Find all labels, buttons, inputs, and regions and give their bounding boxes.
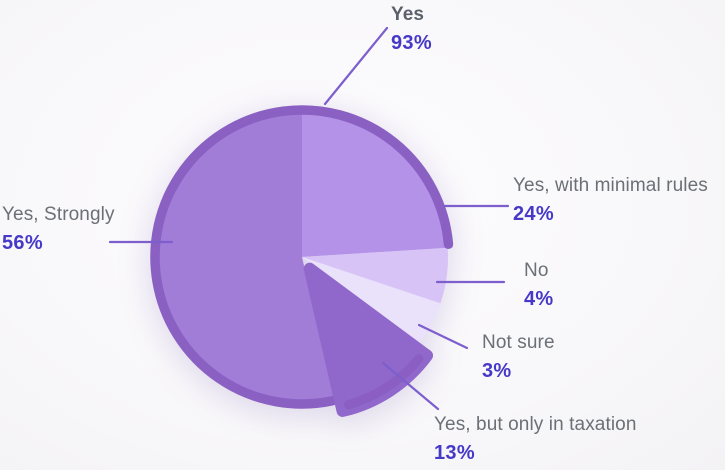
callout-no: No 4% bbox=[524, 260, 554, 310]
rim-yes-group bbox=[150, 105, 454, 409]
callout-yes-label: Yes bbox=[391, 4, 425, 25]
slice-not-sure bbox=[302, 257, 441, 344]
leader-not-sure bbox=[417, 323, 469, 350]
callout-strongly-label: Yes, Strongly bbox=[2, 204, 115, 225]
callout-taxation-value: 13% bbox=[434, 442, 475, 464]
callout-yes-but-only-in-taxation: Yes, but only in taxation 13% bbox=[434, 414, 637, 464]
leader-yes bbox=[323, 26, 389, 106]
callout-yes-with-minimal-rules: Yes, with minimal rules 24% bbox=[513, 175, 708, 225]
callout-minimal-label: Yes, with minimal rules bbox=[513, 175, 708, 196]
slice-yes-strongly bbox=[151, 106, 336, 408]
slice-no bbox=[302, 247, 448, 304]
callout-yes-value: 93% bbox=[391, 32, 432, 54]
callout-not-sure-value: 3% bbox=[482, 360, 512, 382]
callout-taxation-label: Yes, but only in taxation bbox=[434, 414, 637, 435]
slice-yes-with-minimal-rules bbox=[302, 106, 453, 257]
callout-yes: Yes 93% bbox=[391, 4, 432, 54]
callout-minimal-value: 24% bbox=[513, 203, 554, 225]
rim-taxation bbox=[344, 354, 424, 410]
callout-no-label: No bbox=[524, 260, 549, 281]
callout-not-sure-label: Not sure bbox=[482, 332, 555, 353]
callout-strongly-value: 56% bbox=[2, 232, 43, 254]
leader-taxation bbox=[381, 361, 440, 411]
callout-no-value: 4% bbox=[524, 288, 554, 310]
callout-not-sure: Not sure 3% bbox=[482, 332, 555, 382]
callout-yes-strongly: Yes, Strongly 56% bbox=[2, 204, 115, 254]
